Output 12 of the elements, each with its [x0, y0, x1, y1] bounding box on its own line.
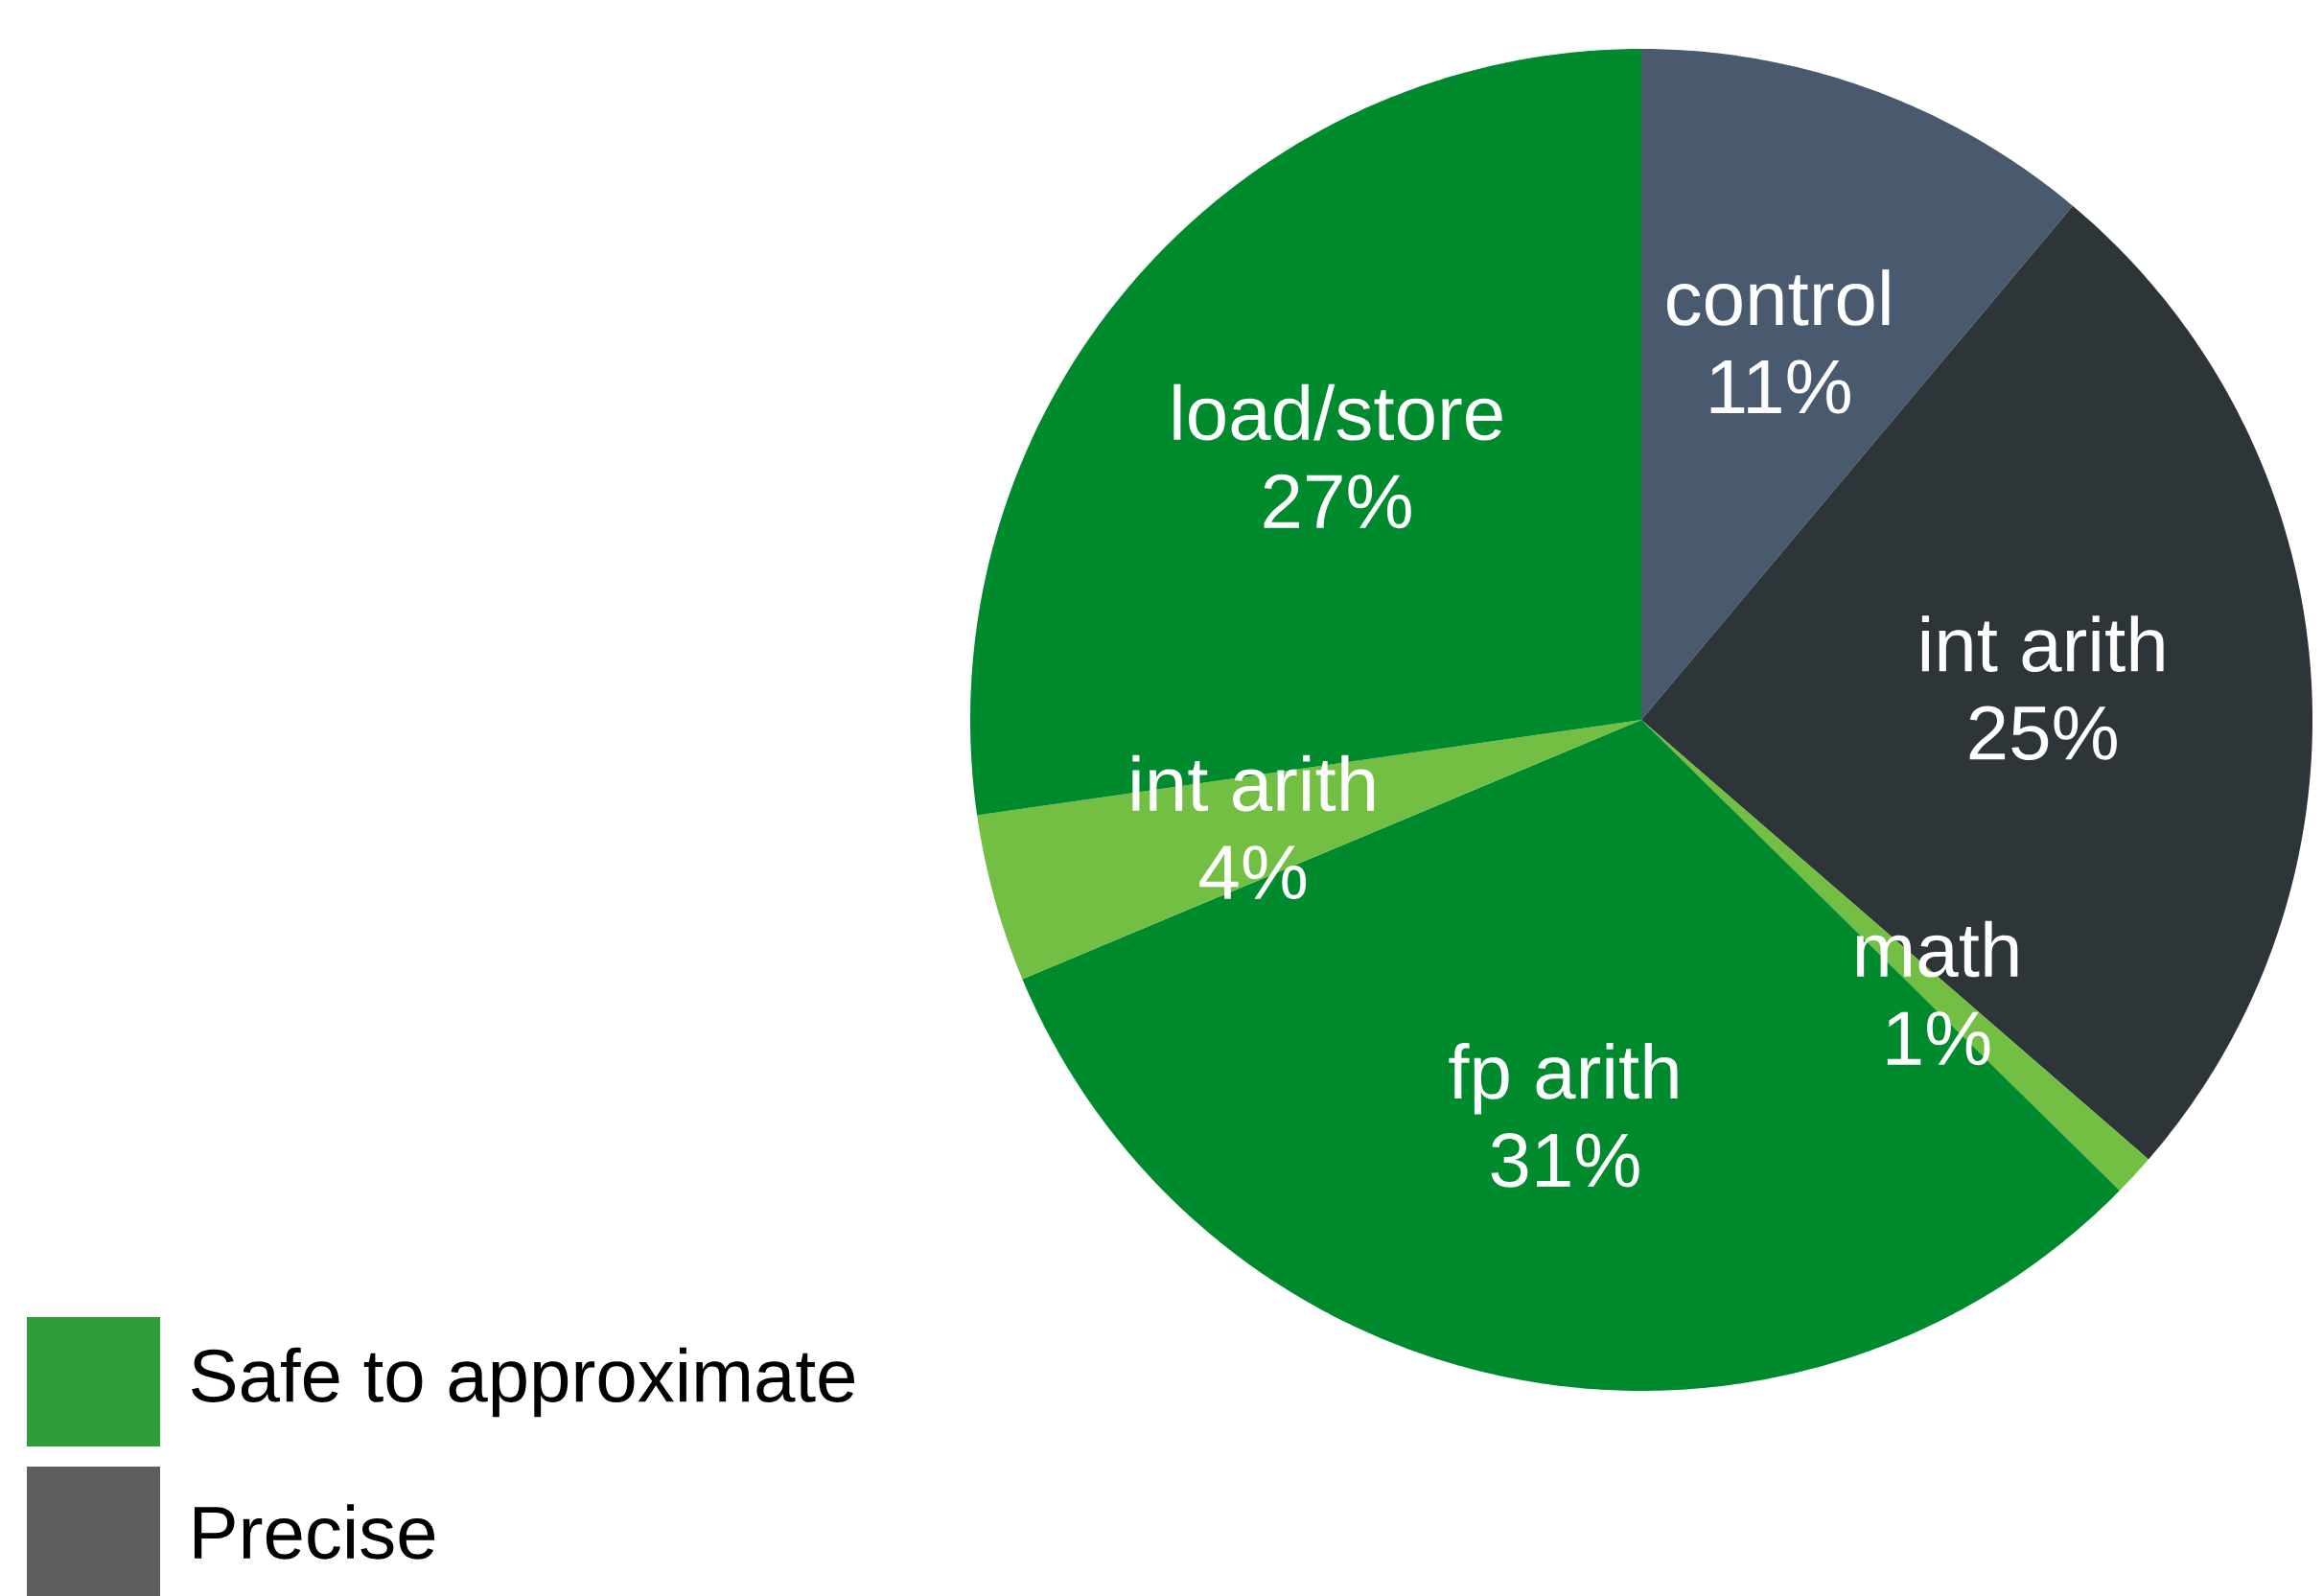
- data-label: 1%: [1887, 1011, 1990, 1066]
- data-label: 25%: [1969, 705, 2117, 761]
- data-label: 11%: [1710, 359, 1850, 414]
- slice-label: int arith: [1921, 615, 2164, 673]
- data-label: 27%: [1264, 474, 1411, 529]
- text: Precise: [194, 1504, 435, 1560]
- data-label: 31%: [1491, 1133, 1639, 1188]
- slice-label: fp arith: [1449, 1043, 1678, 1115]
- slice-label: control: [1667, 269, 1890, 326]
- text: Safe to approximate: [192, 1347, 855, 1418]
- slice-label: int arith: [1132, 754, 1375, 812]
- slice-label: load/store: [1173, 383, 1502, 441]
